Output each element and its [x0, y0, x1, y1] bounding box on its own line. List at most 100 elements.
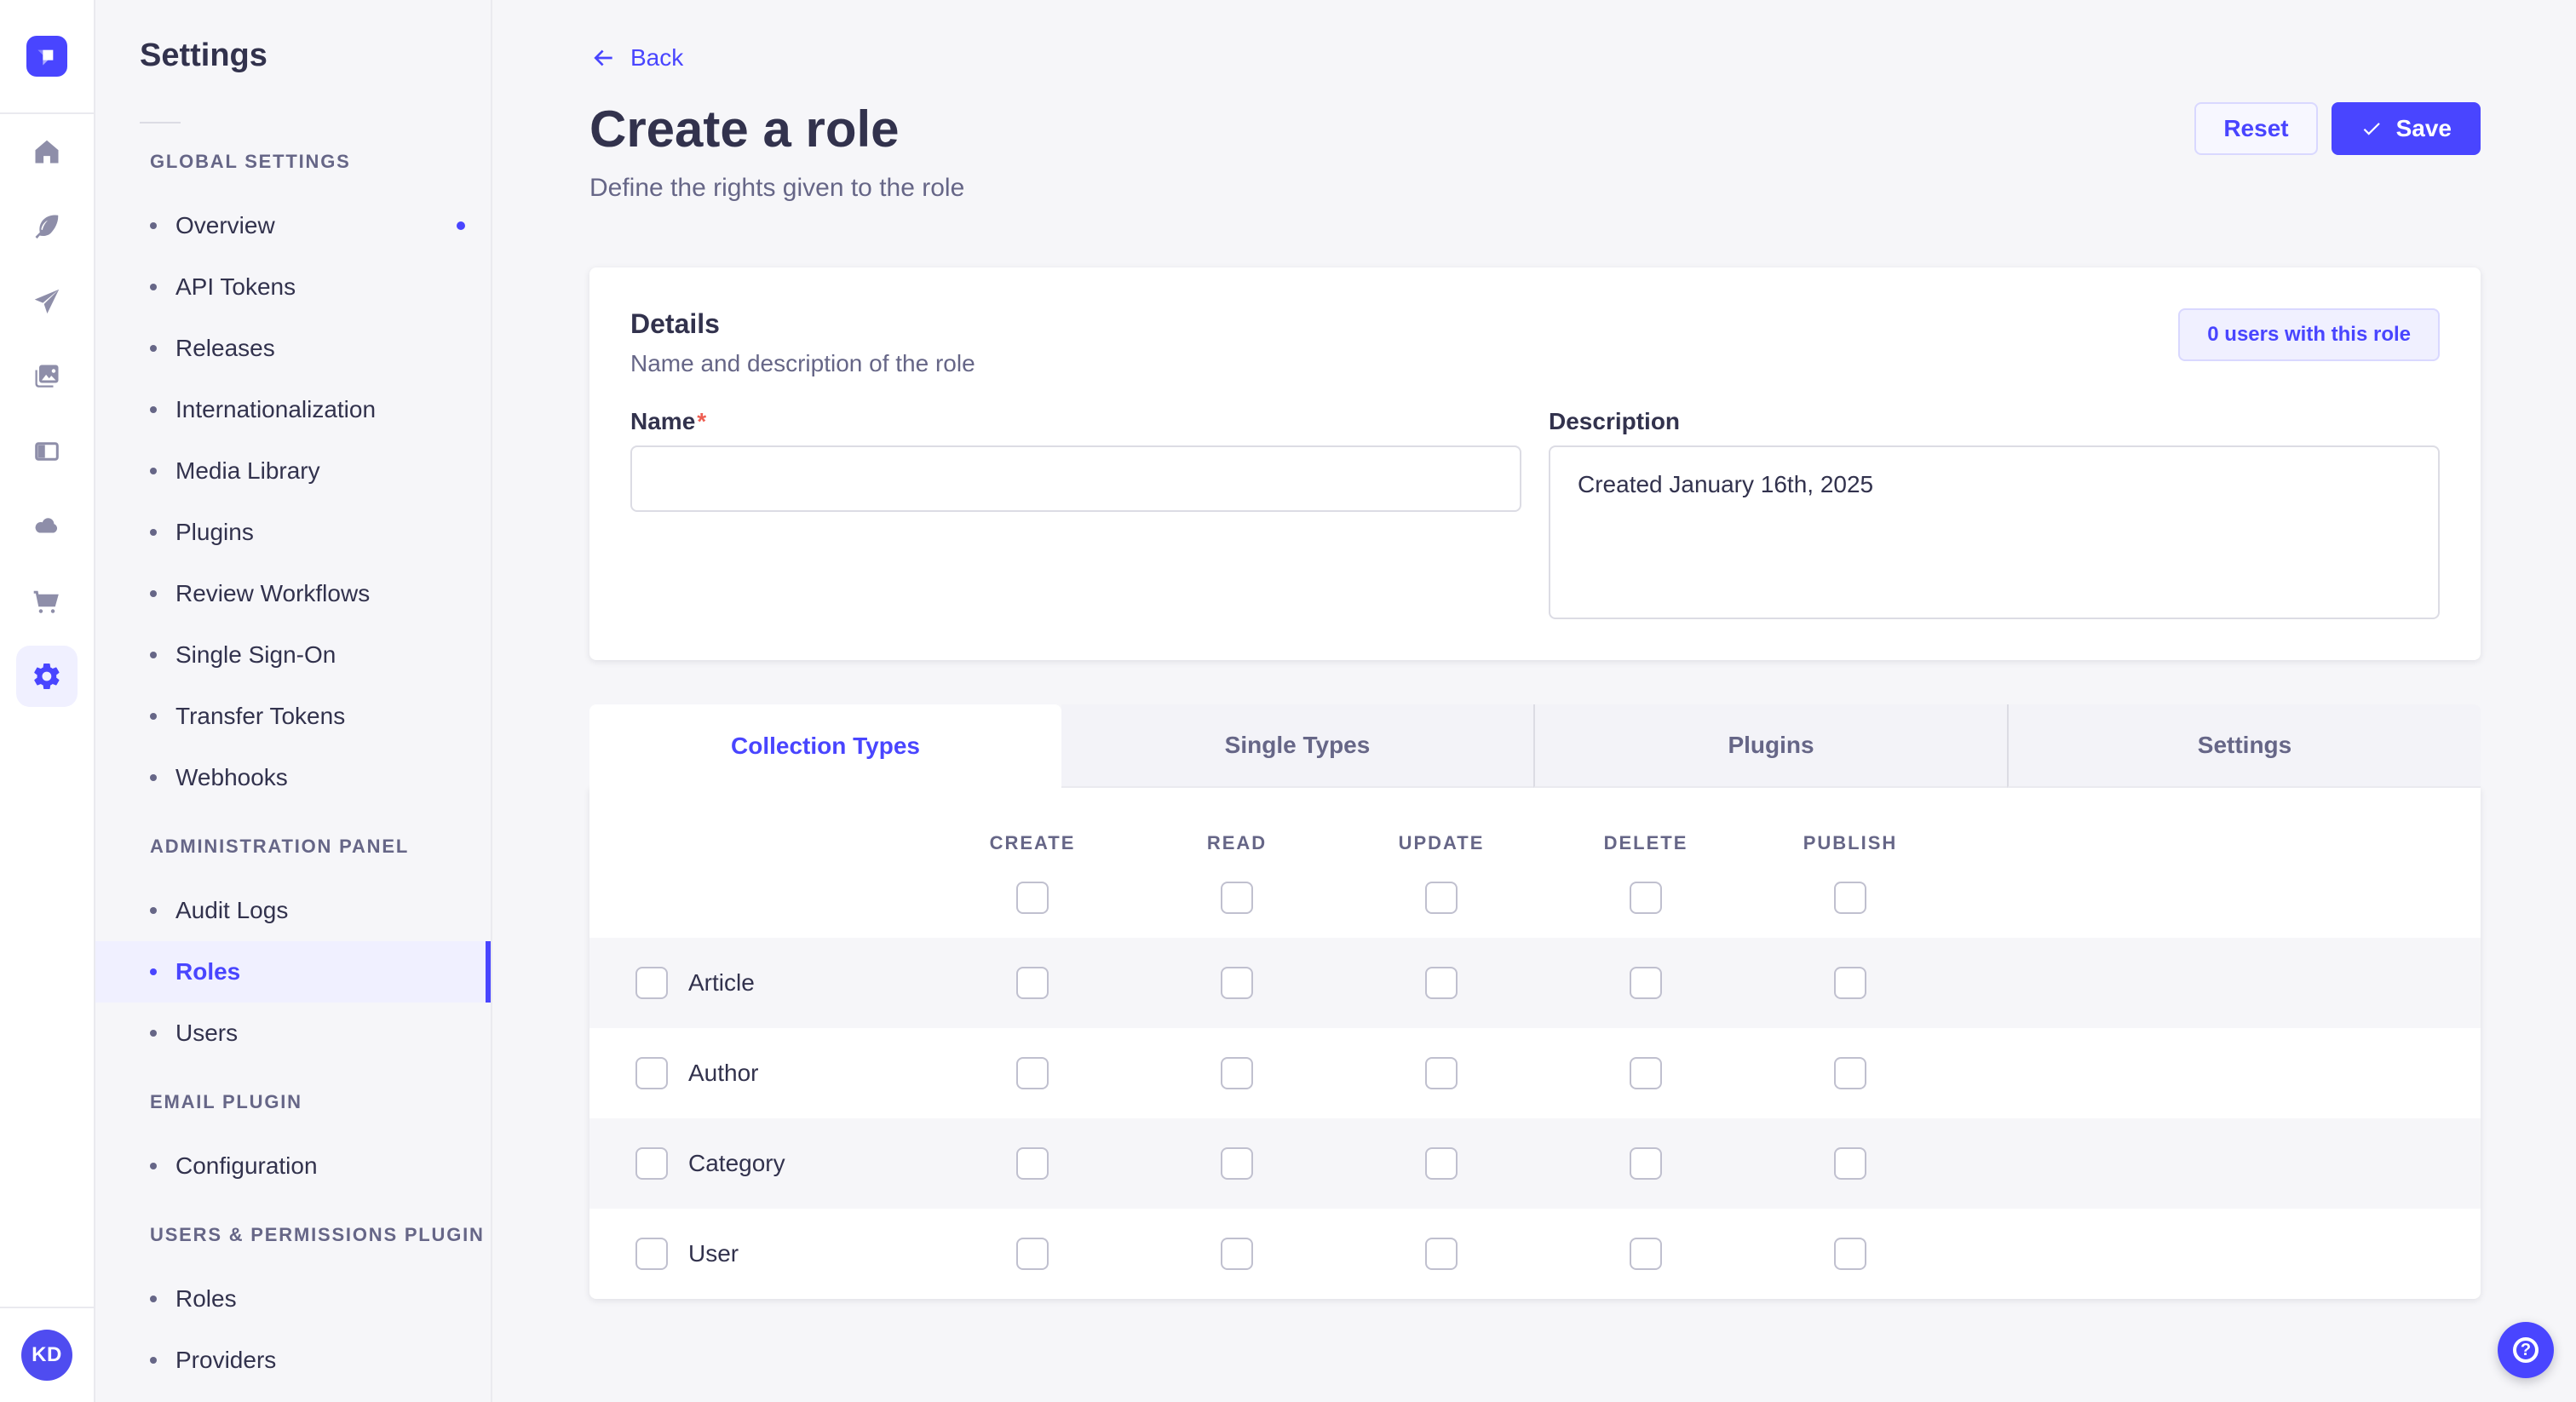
tab-single-types[interactable]: Single Types: [1061, 704, 1533, 788]
checkbox[interactable]: [1016, 1238, 1049, 1270]
permissions-rows: ArticleAuthorCategoryUser: [589, 938, 2481, 1299]
app-window: KD Settings GLOBAL SETTINGSOverviewAPI T…: [0, 0, 2576, 1402]
select-all-create-cell: [930, 882, 1135, 914]
sidebar-item-label: Providers: [175, 1347, 276, 1374]
sidebar-item-label: Webhooks: [175, 764, 288, 791]
checkbox[interactable]: [1221, 1147, 1253, 1180]
sidebar-item-transfer-tokens[interactable]: Transfer Tokens: [95, 686, 491, 747]
save-button[interactable]: Save: [2332, 102, 2481, 155]
sidebar-item-roles[interactable]: Roles: [95, 1268, 491, 1330]
sidebar-item-media-library[interactable]: Media Library: [95, 440, 491, 502]
marketplace-cart-icon[interactable]: [0, 564, 94, 639]
home-icon[interactable]: [0, 114, 94, 189]
column-header-publish: PUBLISH: [1748, 832, 1952, 854]
sidebar-item-configuration[interactable]: Configuration: [95, 1135, 491, 1197]
back-link[interactable]: Back: [589, 0, 683, 72]
content-type-builder-icon[interactable]: [0, 414, 94, 489]
permission-cell-category-create: [930, 1147, 1135, 1180]
bullet-icon: [150, 1163, 157, 1169]
row-label: Author: [688, 1060, 759, 1087]
checkbox[interactable]: [1016, 967, 1049, 999]
checkbox[interactable]: [1016, 1147, 1049, 1180]
bullet-icon: [150, 529, 157, 536]
bullet-icon: [150, 284, 157, 290]
sidebar-item-label: Overview: [175, 212, 275, 239]
paper-plane-icon[interactable]: [0, 264, 94, 339]
help-button[interactable]: ?: [2498, 1322, 2554, 1378]
select-all-delete-cell: [1544, 882, 1748, 914]
checkbox[interactable]: [1630, 882, 1662, 914]
sidebar-item-audit-logs[interactable]: Audit Logs: [95, 880, 491, 941]
back-label: Back: [630, 44, 683, 72]
sidebar-item-label: Releases: [175, 335, 275, 362]
column-header-label: READ: [1207, 832, 1267, 854]
checkbox[interactable]: [1425, 882, 1458, 914]
checkbox[interactable]: [1630, 967, 1662, 999]
logo-container: [0, 0, 94, 114]
checkbox[interactable]: [635, 967, 668, 999]
permissions-section: Collection TypesSingle TypesPluginsSetti…: [589, 704, 2481, 1299]
sidebar-item-providers[interactable]: Providers: [95, 1330, 491, 1391]
checkbox[interactable]: [1834, 882, 1866, 914]
checkbox[interactable]: [1016, 1057, 1049, 1089]
checkbox[interactable]: [1834, 967, 1866, 999]
media-library-icon[interactable]: [0, 339, 94, 414]
checkbox[interactable]: [1221, 967, 1253, 999]
permission-cell-author-update: [1339, 1057, 1544, 1089]
column-header-read: READ: [1135, 832, 1339, 854]
sidebar-item-single-sign-on[interactable]: Single Sign-On: [95, 624, 491, 686]
tab-settings[interactable]: Settings: [2007, 704, 2481, 788]
checkbox[interactable]: [1834, 1147, 1866, 1180]
sidebar-section: GLOBAL SETTINGSOverviewAPI TokensRelease…: [95, 151, 491, 808]
permission-cell-author-publish: [1748, 1057, 1952, 1089]
bullet-icon: [150, 345, 157, 352]
sidebar-item-internationalization[interactable]: Internationalization: [95, 379, 491, 440]
sidebar-item-webhooks[interactable]: Webhooks: [95, 747, 491, 808]
strapi-logo-icon[interactable]: [26, 36, 67, 77]
permissions-table: CREATEREADUPDATEDELETEPUBLISH ArticleAut…: [589, 788, 2481, 1299]
checkbox[interactable]: [1630, 1147, 1662, 1180]
permission-cell-author-create: [930, 1057, 1135, 1089]
checkbox[interactable]: [1834, 1057, 1866, 1089]
sidebar-item-overview[interactable]: Overview: [95, 195, 491, 256]
bullet-icon: [150, 468, 157, 474]
tab-plugins[interactable]: Plugins: [1533, 704, 2007, 788]
reset-button[interactable]: Reset: [2194, 102, 2317, 155]
checkbox[interactable]: [1425, 967, 1458, 999]
cloud-icon[interactable]: [0, 489, 94, 564]
select-all-publish-cell: [1748, 882, 1952, 914]
sidebar-item-label: Plugins: [175, 519, 254, 546]
sidebar-section-label: ADMINISTRATION PANEL: [150, 836, 491, 858]
rail-bottom: KD: [0, 1307, 94, 1402]
checkbox[interactable]: [1221, 1238, 1253, 1270]
checkbox[interactable]: [635, 1238, 668, 1270]
checkbox[interactable]: [1425, 1147, 1458, 1180]
sidebar-item-review-workflows[interactable]: Review Workflows: [95, 563, 491, 624]
checkbox[interactable]: [1221, 1057, 1253, 1089]
required-asterisk: *: [697, 408, 706, 434]
checkbox[interactable]: [1016, 882, 1049, 914]
users-with-role-button[interactable]: 0 users with this role: [2178, 308, 2440, 361]
checkbox[interactable]: [1630, 1057, 1662, 1089]
sidebar-item-releases[interactable]: Releases: [95, 318, 491, 379]
checkbox[interactable]: [1630, 1238, 1662, 1270]
checkbox[interactable]: [1221, 882, 1253, 914]
bullet-icon: [150, 1357, 157, 1364]
name-input[interactable]: [630, 445, 1521, 512]
user-avatar[interactable]: KD: [21, 1330, 72, 1381]
sidebar-item-users[interactable]: Users: [95, 1003, 491, 1064]
sidebar-item-plugins[interactable]: Plugins: [95, 502, 491, 563]
tab-bar: Collection TypesSingle TypesPluginsSetti…: [589, 704, 2481, 788]
details-fields: Name* Description Created January 16th, …: [630, 408, 2440, 619]
checkbox[interactable]: [635, 1147, 668, 1180]
feather-icon[interactable]: [0, 189, 94, 264]
settings-gear-icon[interactable]: [0, 639, 94, 714]
sidebar-item-api-tokens[interactable]: API Tokens: [95, 256, 491, 318]
checkbox[interactable]: [635, 1057, 668, 1089]
sidebar-item-roles[interactable]: Roles: [95, 941, 491, 1003]
checkbox[interactable]: [1425, 1057, 1458, 1089]
description-textarea[interactable]: Created January 16th, 2025: [1549, 445, 2440, 619]
checkbox[interactable]: [1834, 1238, 1866, 1270]
checkbox[interactable]: [1425, 1238, 1458, 1270]
tab-collection-types[interactable]: Collection Types: [589, 704, 1061, 788]
